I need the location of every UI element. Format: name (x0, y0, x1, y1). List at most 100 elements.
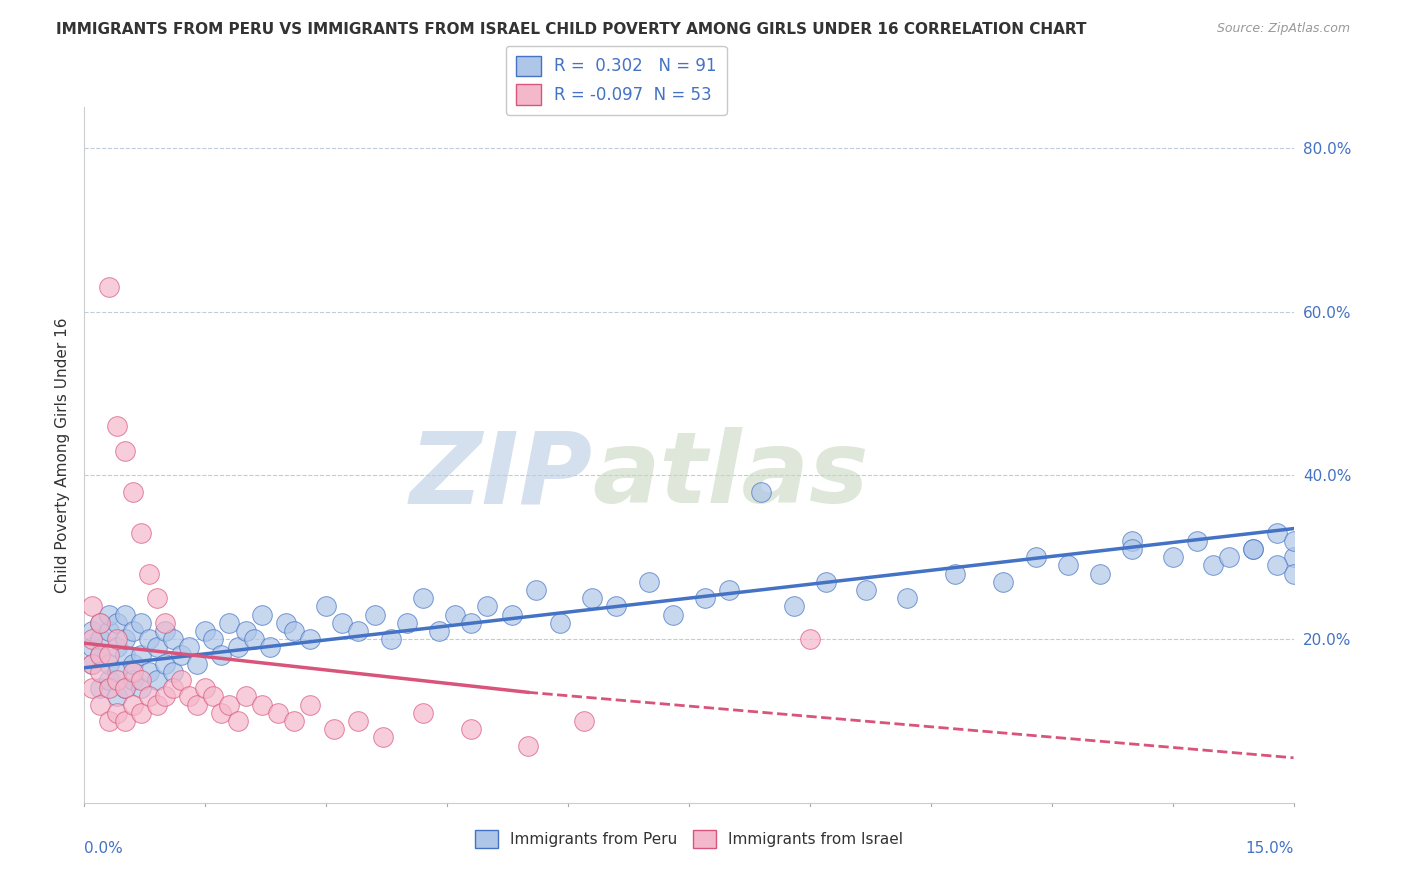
Point (242, 632, 264, 646)
Point (82, 624, 104, 638)
Point (105, 690, 128, 704)
Point (146, 640, 169, 655)
Point (662, 607, 685, 622)
Point (97, 657, 120, 671)
Point (82, 657, 104, 671)
Point (105, 706, 128, 720)
Point (89, 681, 111, 696)
Point (138, 690, 160, 704)
Point (323, 722, 346, 736)
Point (202, 690, 225, 704)
Point (170, 673, 193, 687)
Point (477, 599, 499, 614)
Point (153, 624, 176, 638)
Point (1267, 525, 1289, 540)
Point (427, 624, 450, 638)
Point (516, 739, 538, 753)
Point (114, 681, 136, 696)
Point (114, 607, 136, 622)
Point (129, 673, 152, 687)
Point (97, 714, 120, 728)
Point (1056, 558, 1078, 573)
Point (637, 574, 659, 589)
Point (121, 673, 143, 687)
Point (105, 419, 128, 434)
Point (153, 615, 176, 630)
Point (855, 582, 877, 597)
Point (380, 632, 402, 646)
Point (371, 731, 394, 745)
Point (693, 591, 716, 606)
Point (330, 615, 353, 630)
Point (146, 673, 169, 687)
Point (89, 615, 111, 630)
Point (129, 648, 152, 663)
Point (209, 648, 232, 663)
Point (274, 615, 297, 630)
Point (89, 632, 111, 646)
Point (799, 632, 821, 646)
Point (138, 632, 160, 646)
Point (114, 714, 136, 728)
Point (179, 690, 201, 704)
Point (501, 607, 523, 622)
Point (146, 591, 169, 606)
Point (259, 640, 281, 655)
Point (460, 722, 482, 736)
Point (82, 632, 104, 646)
Point (89, 615, 111, 630)
Y-axis label: Child Poverty Among Girls Under 16: Child Poverty Among Girls Under 16 (55, 318, 70, 592)
Point (105, 632, 128, 646)
Point (548, 615, 571, 630)
Point (896, 591, 918, 606)
Point (1025, 550, 1047, 565)
Point (1088, 566, 1111, 581)
Point (129, 706, 152, 720)
Legend: Immigrants from Peru, Immigrants from Israel: Immigrants from Peru, Immigrants from Is… (470, 823, 908, 855)
Point (267, 706, 290, 720)
Point (97, 624, 120, 638)
Point (114, 681, 136, 696)
Point (194, 681, 217, 696)
Point (89, 665, 111, 679)
Point (89, 648, 111, 663)
Point (114, 632, 136, 646)
Point (226, 640, 249, 655)
Point (943, 566, 966, 581)
Point (412, 706, 434, 720)
Point (250, 607, 273, 622)
Point (121, 624, 143, 638)
Point (412, 591, 434, 606)
Point (235, 624, 257, 638)
Point (1161, 550, 1184, 565)
Point (218, 698, 240, 712)
Point (1121, 542, 1143, 557)
Point (1121, 533, 1143, 548)
Point (105, 665, 128, 679)
Point (89, 648, 111, 663)
Point (1267, 558, 1289, 573)
Point (82, 640, 104, 655)
Point (993, 574, 1015, 589)
Point (105, 673, 128, 687)
Point (114, 443, 136, 458)
Point (395, 615, 418, 630)
Point (194, 624, 217, 638)
Point (114, 648, 136, 663)
Point (105, 640, 128, 655)
Point (363, 607, 385, 622)
Point (1282, 533, 1305, 548)
Point (783, 599, 806, 614)
Point (605, 599, 627, 614)
Point (97, 673, 120, 687)
Text: 15.0%: 15.0% (1246, 841, 1294, 856)
Point (283, 624, 305, 638)
Point (105, 615, 128, 630)
Text: Source: ZipAtlas.com: Source: ZipAtlas.com (1216, 22, 1350, 36)
Point (121, 657, 143, 671)
Point (218, 615, 240, 630)
Point (581, 591, 603, 606)
Point (129, 525, 152, 540)
Point (299, 632, 322, 646)
Point (1185, 533, 1208, 548)
